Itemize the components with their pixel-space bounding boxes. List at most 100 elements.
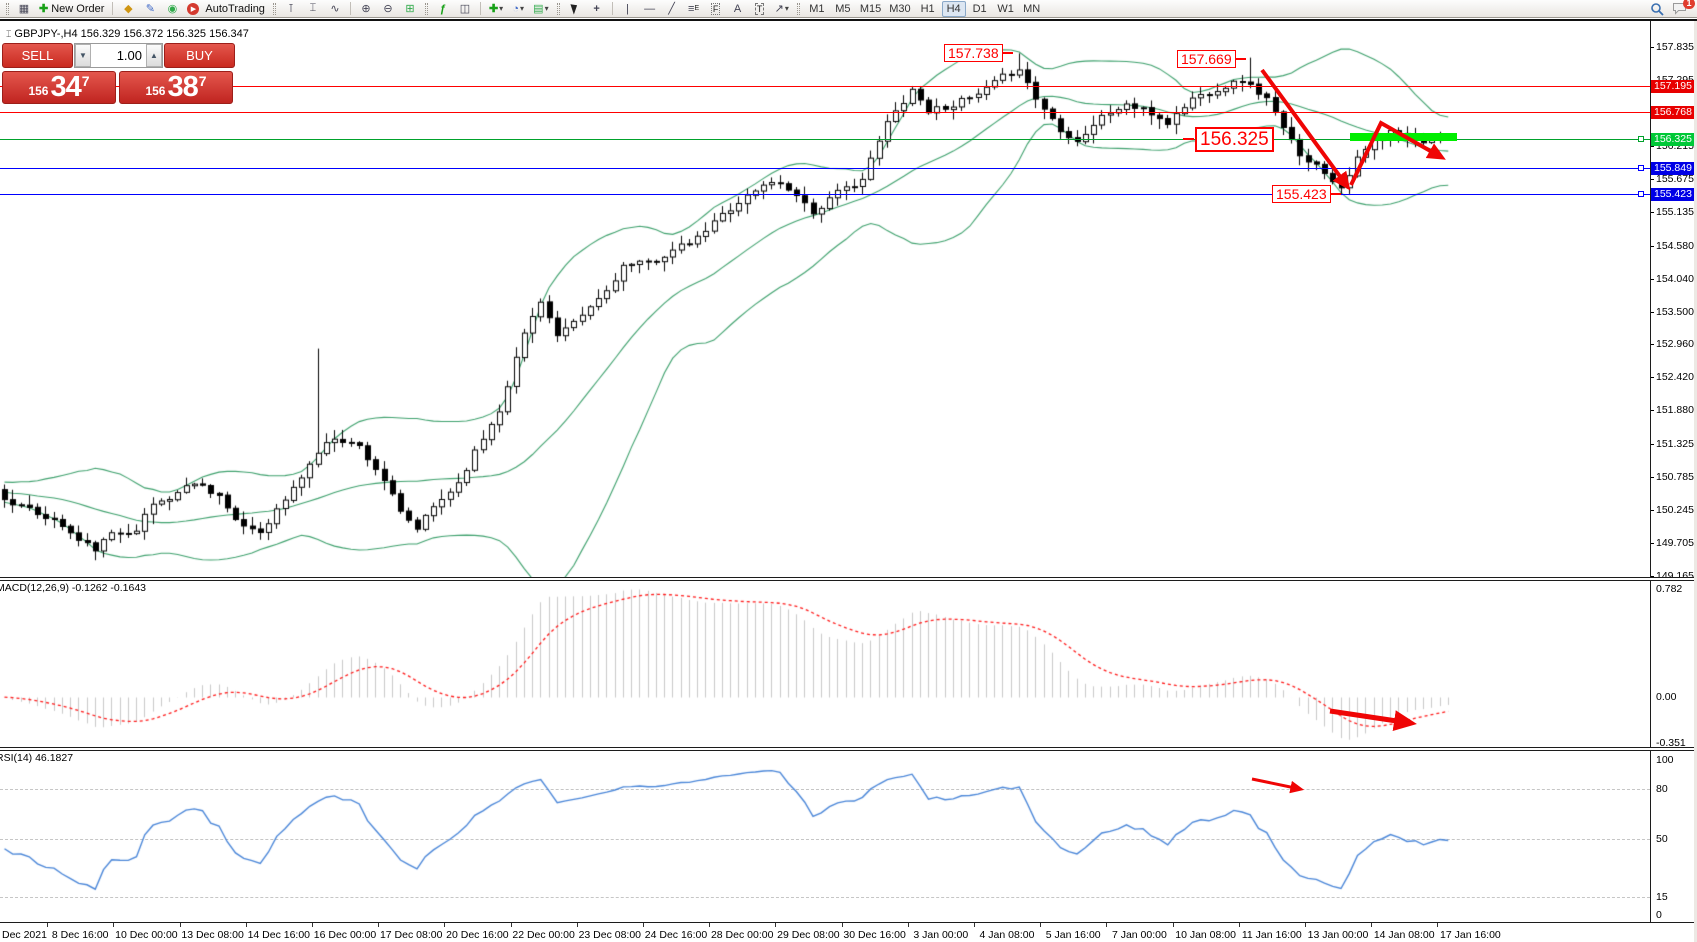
timeframe-button-M5[interactable]: M5	[835, 2, 851, 15]
objects-list-button[interactable]: ◫	[455, 1, 475, 17]
indicators-button[interactable]: ƒ	[433, 1, 453, 17]
date-tick-mark	[907, 923, 909, 927]
level-line-handle[interactable]	[1638, 165, 1644, 172]
clock-icon: ◔	[512, 2, 519, 15]
text-tool[interactable]: A	[728, 1, 748, 17]
date-tick-mark	[245, 923, 247, 927]
vertical-line-tool[interactable]: |	[618, 1, 638, 17]
timeframe-button-M15[interactable]: M15	[859, 2, 882, 15]
price-annotation-155.423[interactable]: 155.423	[1272, 185, 1331, 203]
play-icon: ▶	[190, 5, 197, 13]
new-order-button[interactable]: ✚ New Order	[36, 1, 107, 17]
bar-chart-icon: ⊺	[288, 3, 294, 15]
level-line-handle[interactable]	[1638, 191, 1644, 198]
timeframe-button-M30[interactable]: M30	[889, 2, 911, 15]
price-tick-label: 151.325	[1650, 438, 1694, 451]
toolbar-grip[interactable]	[796, 2, 800, 15]
date-tick-label: 8 Dec 16:00	[51, 929, 109, 941]
rsi-axis-label: 80	[1656, 783, 1668, 795]
buy-price-panel[interactable]: 156 38 7	[119, 71, 233, 104]
rsi-panel-separator[interactable]	[0, 747, 1697, 751]
buy-button[interactable]: BUY	[164, 43, 235, 68]
signals-button[interactable]: ◉	[162, 1, 182, 17]
bar-chart-button[interactable]: ⊺	[281, 1, 301, 17]
rsi-axis-label: 50	[1656, 833, 1668, 845]
date-axis[interactable]: Dec 2021 8 Dec 16:00 10 Dec 00:00 13 Dec 08…	[0, 922, 1697, 942]
line-chart-button[interactable]: ∿	[325, 1, 345, 17]
volume-decrease-button[interactable]: ▼	[75, 44, 91, 67]
chart-window: ⌶ GBPJPY-,H4 156.329 156.372 156.325 156.…	[0, 19, 1697, 942]
volume-increase-button[interactable]: ▲	[146, 44, 162, 67]
price-axis-badge-156.325: 156.325	[1651, 133, 1696, 147]
rsi-axis-label: 0	[1656, 909, 1662, 921]
zoom-out-button[interactable]: ⊖	[378, 1, 398, 17]
annotation-connector	[1002, 52, 1013, 54]
price-tick-label: 150.785	[1650, 471, 1694, 484]
timeframe-button-W1[interactable]: W1	[997, 2, 1014, 15]
styles-button[interactable]: ◆	[118, 1, 138, 17]
horizontal-level-line-156.768[interactable]	[0, 112, 1650, 114]
date-tick-mark	[47, 923, 49, 927]
crosshair-tool-button[interactable]: +	[587, 1, 607, 17]
date-tick-mark	[312, 923, 313, 927]
fibonacci-tool[interactable]: ≡ E	[684, 1, 704, 17]
separator	[349, 2, 351, 15]
vertical-line-icon: |	[626, 2, 630, 15]
volume-input[interactable]: 1.00	[91, 44, 146, 67]
chart-window-icon[interactable]: ▦	[14, 1, 34, 17]
date-tick-label: 4 Jan 08:00	[979, 929, 1035, 941]
rsi-panel-canvas[interactable]	[0, 751, 1650, 920]
add-indicator-button[interactable]: ✚ ▾	[486, 1, 506, 17]
date-tick-label: 13 Dec 08:00	[181, 929, 244, 941]
timeframe-button-D1[interactable]: D1	[972, 2, 987, 15]
horizontal-level-line-155.849[interactable]	[0, 168, 1650, 170]
toolbar-grip[interactable]	[424, 2, 428, 15]
candle-chart-button[interactable]: ⌶	[303, 1, 323, 17]
annotation-connector	[1330, 193, 1341, 195]
horizontal-level-line-157.195[interactable]	[0, 86, 1650, 88]
zoom-in-button[interactable]: ⊕	[356, 1, 376, 17]
add-indicator-icon: ✚	[488, 3, 499, 15]
toolbar-grip[interactable]	[556, 2, 560, 15]
grid-tool[interactable]: F	[706, 1, 726, 17]
date-tick-mark	[1238, 923, 1240, 927]
date-tick-mark	[709, 923, 711, 927]
templates-button[interactable]: ▤ ▾	[530, 1, 551, 17]
arrows-tool[interactable]: ↗ ▾	[772, 1, 792, 17]
horizontal-level-line-155.423[interactable]	[0, 194, 1650, 196]
price-tick-label: 154.580	[1650, 239, 1694, 252]
price-annotation-157.738[interactable]: 157.738	[944, 44, 1003, 62]
search-button[interactable]	[1647, 1, 1667, 17]
price-chart-canvas[interactable]	[0, 22, 1650, 578]
notifications-button[interactable]: 1	[1669, 0, 1695, 17]
cursor-tool-button[interactable]	[565, 1, 585, 17]
separator	[112, 2, 114, 15]
timeframe-button-H1[interactable]: H1	[920, 2, 935, 15]
template-icon: ▤	[533, 3, 544, 15]
sell-price-panel[interactable]: 156 34 7	[2, 71, 116, 104]
text-label-tool[interactable]: T	[750, 1, 770, 17]
horizontal-line-tool[interactable]: —	[640, 1, 660, 17]
timeframe-button-MN[interactable]: MN	[1023, 2, 1041, 15]
level-line-handle[interactable]	[1638, 136, 1644, 143]
date-tick-mark	[1040, 923, 1042, 927]
horizontal-level-line-156.325[interactable]	[0, 139, 1650, 141]
sell-button[interactable]: SELL	[2, 43, 73, 68]
macd-panel-canvas[interactable]	[0, 581, 1650, 748]
price-annotation-157.669[interactable]: 157.669	[1177, 50, 1236, 68]
metaeditor-button[interactable]: ✎	[140, 1, 160, 17]
timeframe-button-H4[interactable]: H4	[941, 0, 966, 17]
toolbar-grip[interactable]	[272, 2, 276, 15]
date-tick-label: 28 Dec 00:00	[710, 929, 774, 941]
periods-button[interactable]: ◔ ▾	[508, 1, 528, 17]
timeframe-button-M1[interactable]: M1	[809, 2, 825, 15]
price-annotation-156.325[interactable]: 156.325	[1195, 127, 1274, 152]
macd-panel-separator[interactable]	[0, 577, 1697, 581]
date-tick-label: 3 Jan 00:00	[913, 929, 969, 941]
trendline-tool[interactable]: ╱	[662, 1, 682, 17]
autotrading-button[interactable]: ▶ AutoTrading	[184, 1, 268, 17]
support-zone-highlight[interactable]	[1350, 133, 1457, 141]
tile-windows-button[interactable]: ⊞	[400, 1, 420, 17]
toolbar-grip[interactable]	[6, 2, 9, 15]
